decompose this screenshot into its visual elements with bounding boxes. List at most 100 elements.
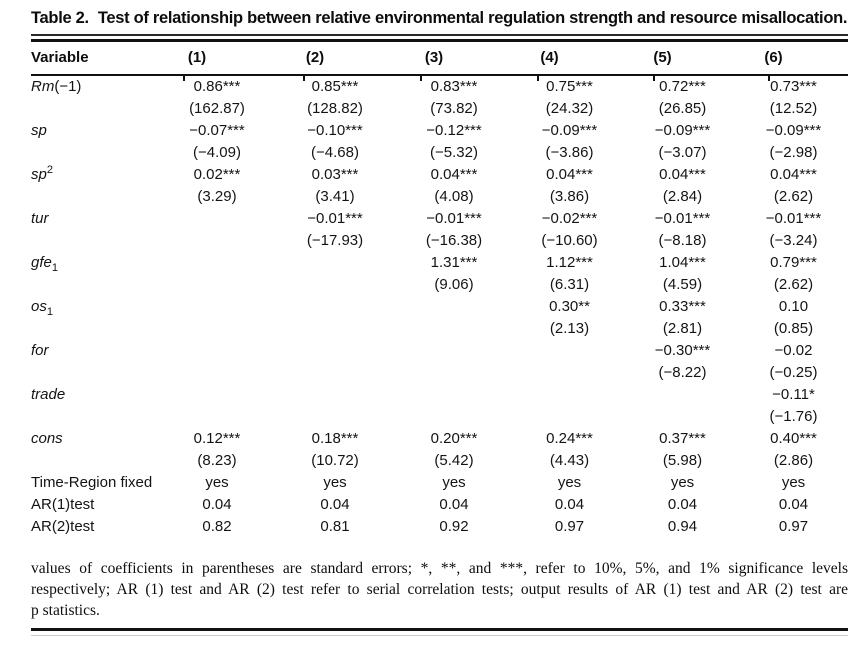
column-boundary-tick	[420, 73, 422, 81]
coef-cell	[159, 208, 275, 230]
coef-cell	[275, 340, 395, 362]
coef-cell: −0.02	[774, 341, 813, 359]
se-cell	[395, 362, 513, 384]
se-cell: (8.23)	[197, 451, 237, 469]
coef-cell: 0.03***	[311, 165, 359, 183]
coef-cell	[513, 384, 626, 406]
info-cell: 0.04	[554, 495, 585, 513]
coef-cell: −0.11*	[772, 385, 815, 403]
coef-cell: −0.30***	[654, 341, 711, 359]
coef-cell: −0.01***	[654, 209, 711, 227]
bottom-rule-thick	[31, 627, 848, 631]
se-cell	[513, 406, 626, 428]
se-cell: (−4.68)	[311, 143, 359, 161]
se-cell	[513, 362, 626, 384]
coef-cell	[275, 252, 395, 274]
se-cell: (−17.93)	[306, 231, 364, 249]
column-header: (6)	[764, 48, 783, 66]
coef-cell: 1.31***	[430, 253, 478, 271]
coef-cell: 0.18***	[311, 429, 359, 447]
coef-cell: −0.09***	[765, 121, 822, 139]
se-cell: (5.42)	[434, 451, 474, 469]
coef-cell: 0.04***	[770, 165, 817, 183]
footnote-line: respectively; AR (1) test and AR (2) tes…	[31, 580, 848, 598]
column-header: (3)	[424, 48, 444, 66]
se-cell: (2.13)	[549, 319, 590, 337]
info-cell: 0.97	[554, 517, 585, 535]
se-cell	[275, 318, 395, 340]
coef-cell: 0.02***	[193, 165, 241, 183]
se-cell: (3.86)	[549, 187, 590, 205]
coef-cell: −0.01***	[426, 209, 482, 227]
info-cell: 0.81	[320, 517, 350, 535]
info-cell: 0.94	[667, 517, 698, 535]
se-cell: (2.62)	[773, 275, 814, 293]
header-divider-rule	[31, 73, 848, 81]
row-label-spacer	[31, 186, 159, 208]
coef-cell	[159, 296, 275, 318]
table-footnote: values of coefficients in parentheses ar…	[31, 558, 848, 621]
info-cell: yes	[442, 473, 466, 491]
variable-column-header: Variable	[31, 48, 89, 66]
coef-cell: 0.72***	[659, 77, 706, 95]
coef-cell	[275, 384, 395, 406]
coef-cell	[513, 340, 626, 362]
coef-cell	[275, 296, 395, 318]
column-boundary-tick	[768, 73, 770, 81]
info-row-label: AR(2)test	[31, 517, 95, 535]
row-label-spacer	[31, 318, 159, 340]
coef-cell: 0.75***	[546, 77, 593, 95]
row-label-spacer	[31, 230, 159, 252]
coef-cell: 0.20***	[430, 429, 478, 447]
se-cell: (−10.60)	[541, 231, 598, 249]
top-rule-thin	[31, 34, 848, 36]
se-cell	[159, 318, 275, 340]
coef-cell: −0.09***	[541, 121, 598, 139]
coef-cell: 0.10	[778, 297, 809, 315]
footnote-line: p statistics.	[31, 601, 100, 619]
se-cell: (−5.32)	[430, 143, 478, 161]
coef-cell	[626, 384, 739, 406]
se-cell: (0.85)	[773, 319, 814, 337]
coef-cell	[159, 384, 275, 406]
footnote-line: values of coefficients in parentheses ar…	[31, 559, 848, 577]
se-cell: (−1.76)	[769, 407, 818, 425]
se-cell: (2.84)	[662, 187, 703, 205]
se-cell: (10.72)	[311, 451, 359, 469]
se-cell	[395, 318, 513, 340]
se-cell: (9.06)	[434, 275, 474, 293]
row-label-spacer	[31, 450, 159, 472]
se-cell: (4.59)	[662, 275, 703, 293]
table-title: Table 2. Test of relationship between rel…	[31, 7, 848, 30]
info-cell: yes	[205, 473, 229, 491]
info-cell: yes	[557, 473, 582, 491]
table-number: Table 2.	[31, 9, 89, 27]
info-row-label: Time-Region fixed	[31, 473, 153, 491]
coef-cell: 0.79***	[770, 253, 817, 271]
row-label: Rm(−1)	[31, 77, 82, 95]
column-header: (2)	[305, 48, 325, 66]
se-cell: (3.29)	[197, 187, 237, 205]
coef-cell: 1.12***	[546, 253, 593, 271]
coef-cell: 0.04***	[659, 165, 706, 183]
se-cell: (4.43)	[549, 451, 590, 469]
coef-cell	[159, 340, 275, 362]
coef-cell: −0.10***	[307, 121, 363, 139]
row-label: for	[31, 341, 49, 359]
coef-cell	[395, 296, 513, 318]
coef-cell: 0.24***	[546, 429, 593, 447]
se-cell: (2.86)	[773, 451, 814, 469]
row-label: os1	[31, 297, 53, 318]
se-cell: (2.62)	[773, 187, 814, 205]
top-rule-thick	[31, 38, 848, 42]
se-cell: (−0.25)	[769, 363, 818, 381]
se-cell	[626, 406, 739, 428]
se-cell: (4.08)	[434, 187, 474, 205]
coef-cell: 0.73***	[770, 77, 817, 95]
column-boundary-tick	[653, 73, 655, 81]
row-label-spacer	[31, 274, 159, 296]
coef-cell	[395, 384, 513, 406]
info-cell: 0.97	[778, 517, 809, 535]
se-cell: (73.82)	[430, 99, 478, 117]
se-cell: (−2.98)	[769, 143, 818, 161]
